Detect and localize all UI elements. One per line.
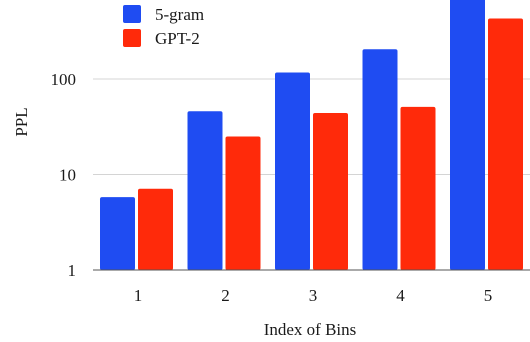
bar-5-gram-2 [187, 111, 223, 270]
y-tick-label: 10 [59, 166, 76, 185]
y-axis-title: PPL [12, 107, 31, 136]
bar-5-gram-4 [362, 49, 398, 270]
bars [100, 0, 523, 271]
y-tick-labels: 1 10 100 [51, 70, 77, 280]
x-axis-title: Index of Bins [264, 320, 357, 339]
y-tick-label: 1 [68, 261, 77, 280]
bar-gpt-2-2 [225, 136, 261, 270]
bar-gpt-2-3 [313, 113, 348, 271]
x-tick-label: 5 [484, 286, 493, 305]
legend-label-5-gram: 5-gram [155, 5, 204, 24]
bar-gpt-2-1 [138, 188, 173, 270]
bar-5-gram-3 [275, 72, 310, 270]
legend: 5-gram GPT-2 [123, 5, 204, 48]
bar-gpt-2-4 [400, 106, 436, 270]
legend-swatch-5-gram [123, 5, 141, 23]
bar-gpt-2-5 [488, 18, 523, 270]
bar-5-gram-5 [450, 0, 485, 270]
x-tick-label: 4 [396, 286, 405, 305]
legend-label-gpt-2: GPT-2 [155, 29, 200, 48]
x-tick-label: 1 [134, 286, 143, 305]
x-tick-label: 3 [309, 286, 318, 305]
legend-swatch-gpt-2 [123, 29, 141, 47]
bar-5-gram-1 [100, 197, 135, 270]
x-tick-label: 2 [221, 286, 230, 305]
x-tick-labels: 1 2 3 4 5 [134, 286, 493, 305]
y-tick-label: 100 [51, 70, 77, 89]
